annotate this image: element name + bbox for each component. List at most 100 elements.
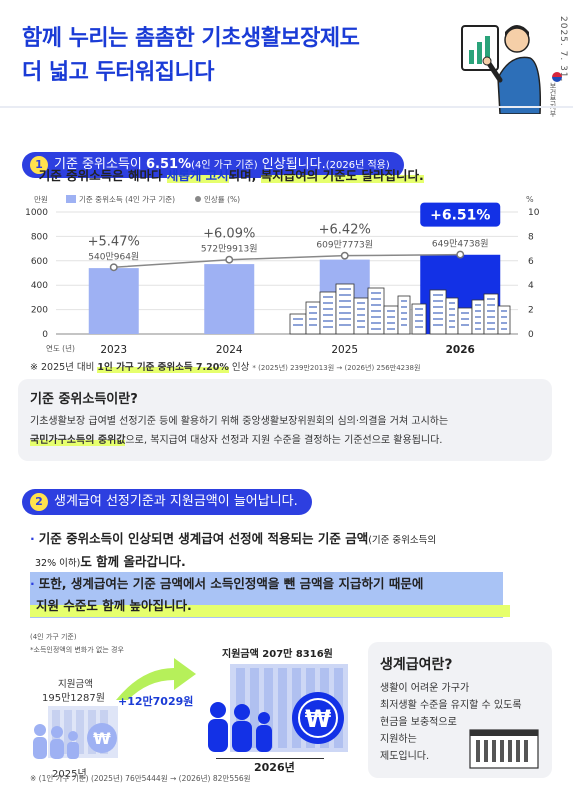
section1-number: 1 (30, 155, 48, 174)
building-window (487, 322, 495, 324)
section2-bullet2: · 또한, 생계급여는 기준 금액에서 소득인정액을 뺀 금액을 지급하기 때문에… (30, 573, 510, 617)
section2-heading: 2 생계급여 선정기준과 지원금액이 늘어납니다. (22, 489, 312, 515)
building-window (415, 314, 423, 316)
building-window (357, 308, 365, 310)
header-divider (0, 106, 573, 108)
family-2026-illustration: ₩ (208, 664, 348, 752)
building-window (475, 316, 481, 318)
building (457, 307, 473, 335)
rate-label: +6.51% (430, 208, 490, 224)
family-2025-illustration: ₩ (33, 706, 118, 759)
rate-line (109, 250, 465, 272)
x-axis-label: 연도 (년) (46, 343, 75, 353)
definition-title: 기준 중위소득이란? (30, 392, 138, 407)
building-window (339, 318, 351, 320)
building-window (339, 300, 351, 302)
building-window (357, 302, 365, 304)
svg-text:₩: ₩ (93, 729, 111, 748)
rate-point (225, 255, 234, 264)
support-2026-amount: 지원금액 207만 8316원 (222, 649, 333, 660)
publish-date: 2025. 7. 31. (558, 16, 568, 83)
building-window (415, 308, 423, 310)
building-window (475, 304, 481, 306)
rate-label: +6.42% (319, 223, 371, 238)
infographic-footnote: ※ (1인 가구 기준) (2025년) 76만5444원 → (2026년) … (30, 774, 251, 783)
y-axis-ticks: 0 200 400 600 800 1000 0 2 4 6 8 10 (25, 208, 540, 340)
office-building-illustration (469, 729, 539, 769)
support-increase: +12만7029원 (118, 695, 194, 708)
section2-number: 2 (30, 492, 48, 511)
y-tick-label: 800 (31, 232, 48, 242)
section2-bullet1: · 기준 중위소득이 인상되면 생계급여 선정에 적용되는 기준 금액(기준 중위… (30, 531, 437, 569)
building-window (371, 304, 381, 306)
building-window (487, 316, 495, 318)
building-window (309, 324, 317, 326)
building-window (501, 328, 507, 330)
x-tick-label: 2023 (100, 344, 127, 356)
building-window (433, 318, 443, 320)
building-window (401, 306, 407, 308)
value-label: 649만4738원 (432, 239, 489, 250)
bar-2024 (204, 264, 255, 334)
y-tick-label: 0 (42, 330, 48, 340)
page-title: 함께 누리는 촘촘한 기초생활보장제도 더 넓고 두터워집니다 (22, 26, 360, 85)
year-2026: 2026년 (254, 761, 295, 774)
won-coin-2025-icon (87, 723, 117, 753)
increase-arrow-icon (116, 658, 196, 700)
family-figures-2025 (33, 724, 79, 759)
building-window (433, 306, 443, 308)
building-window (357, 314, 365, 316)
y-tick-label: 600 (31, 257, 48, 267)
rate-label: +6.09% (203, 227, 255, 242)
infographic-assumption: *소득인정액의 변화가 없는 경우 (30, 646, 124, 654)
building-window (309, 312, 317, 314)
y2-tick-label: 6 (528, 257, 534, 267)
definition-text: 기초생활보장 급여별 선정기준 등에 활용하기 위해 중앙생활보장위원회의 심의… (30, 416, 449, 446)
building-window (371, 292, 381, 294)
rate-polyline (113, 253, 461, 269)
chart-labels: 540만964원 +5.47% 572만9913원 +6.09% 609만7773원 +6… (88, 202, 501, 262)
building-window (487, 328, 495, 330)
value-label: 540만964원 (88, 251, 139, 262)
median-income-definition-box: 기준 중위소득이란? 기초생활보장 급여별 선정기준 등에 활용하기 위해 중앙… (18, 379, 552, 461)
building-window (487, 310, 495, 312)
median-income-chart: 만원 기준 중위소득 (4인 가구 기준) 인상률 (%) % 0 200 400 6… (25, 194, 540, 356)
city-buildings-illustration (289, 283, 511, 335)
building-window (371, 298, 381, 300)
building-window (433, 324, 443, 326)
support-2025-label: 지원금액 (58, 679, 93, 690)
legend-bar-label: 기준 중위소득 (4인 가구 기준) (79, 194, 175, 204)
building-window (371, 316, 381, 318)
government-emblem-icon (552, 72, 562, 82)
svg-text:₩: ₩ (305, 705, 332, 733)
bar-2023 (88, 268, 139, 334)
legend-line-label: 인상률 (%) (204, 194, 240, 204)
building-window (339, 294, 351, 296)
baseline-2026 (216, 758, 324, 759)
building-window (415, 326, 423, 328)
building-window (415, 320, 423, 322)
building-window (401, 312, 407, 314)
rate-point (109, 263, 118, 272)
building-window (387, 310, 395, 312)
building-window (449, 326, 455, 328)
value-label: 609만7773원 (316, 240, 373, 251)
ministry-name: 보건복지부 (549, 82, 557, 117)
building-window (449, 320, 455, 322)
building-window (487, 298, 495, 300)
y-tick-label: 1000 (25, 208, 48, 218)
building-window (323, 320, 333, 322)
building-window (401, 300, 407, 302)
family-figures-2026 (208, 702, 272, 752)
building (335, 283, 355, 335)
y-tick-label: 200 (31, 306, 48, 316)
building-window (475, 328, 481, 330)
chart-note: ※ 2025년 대비 1인 가구 기준 중위소득 7.20% 인상 * (202… (30, 362, 421, 373)
building-window (339, 288, 351, 290)
value-label: 572만9913원 (201, 244, 258, 255)
y2-tick-label: 10 (528, 208, 540, 218)
building-window (371, 310, 381, 312)
building-window (387, 316, 395, 318)
building-window (293, 324, 303, 326)
building-window (339, 306, 351, 308)
